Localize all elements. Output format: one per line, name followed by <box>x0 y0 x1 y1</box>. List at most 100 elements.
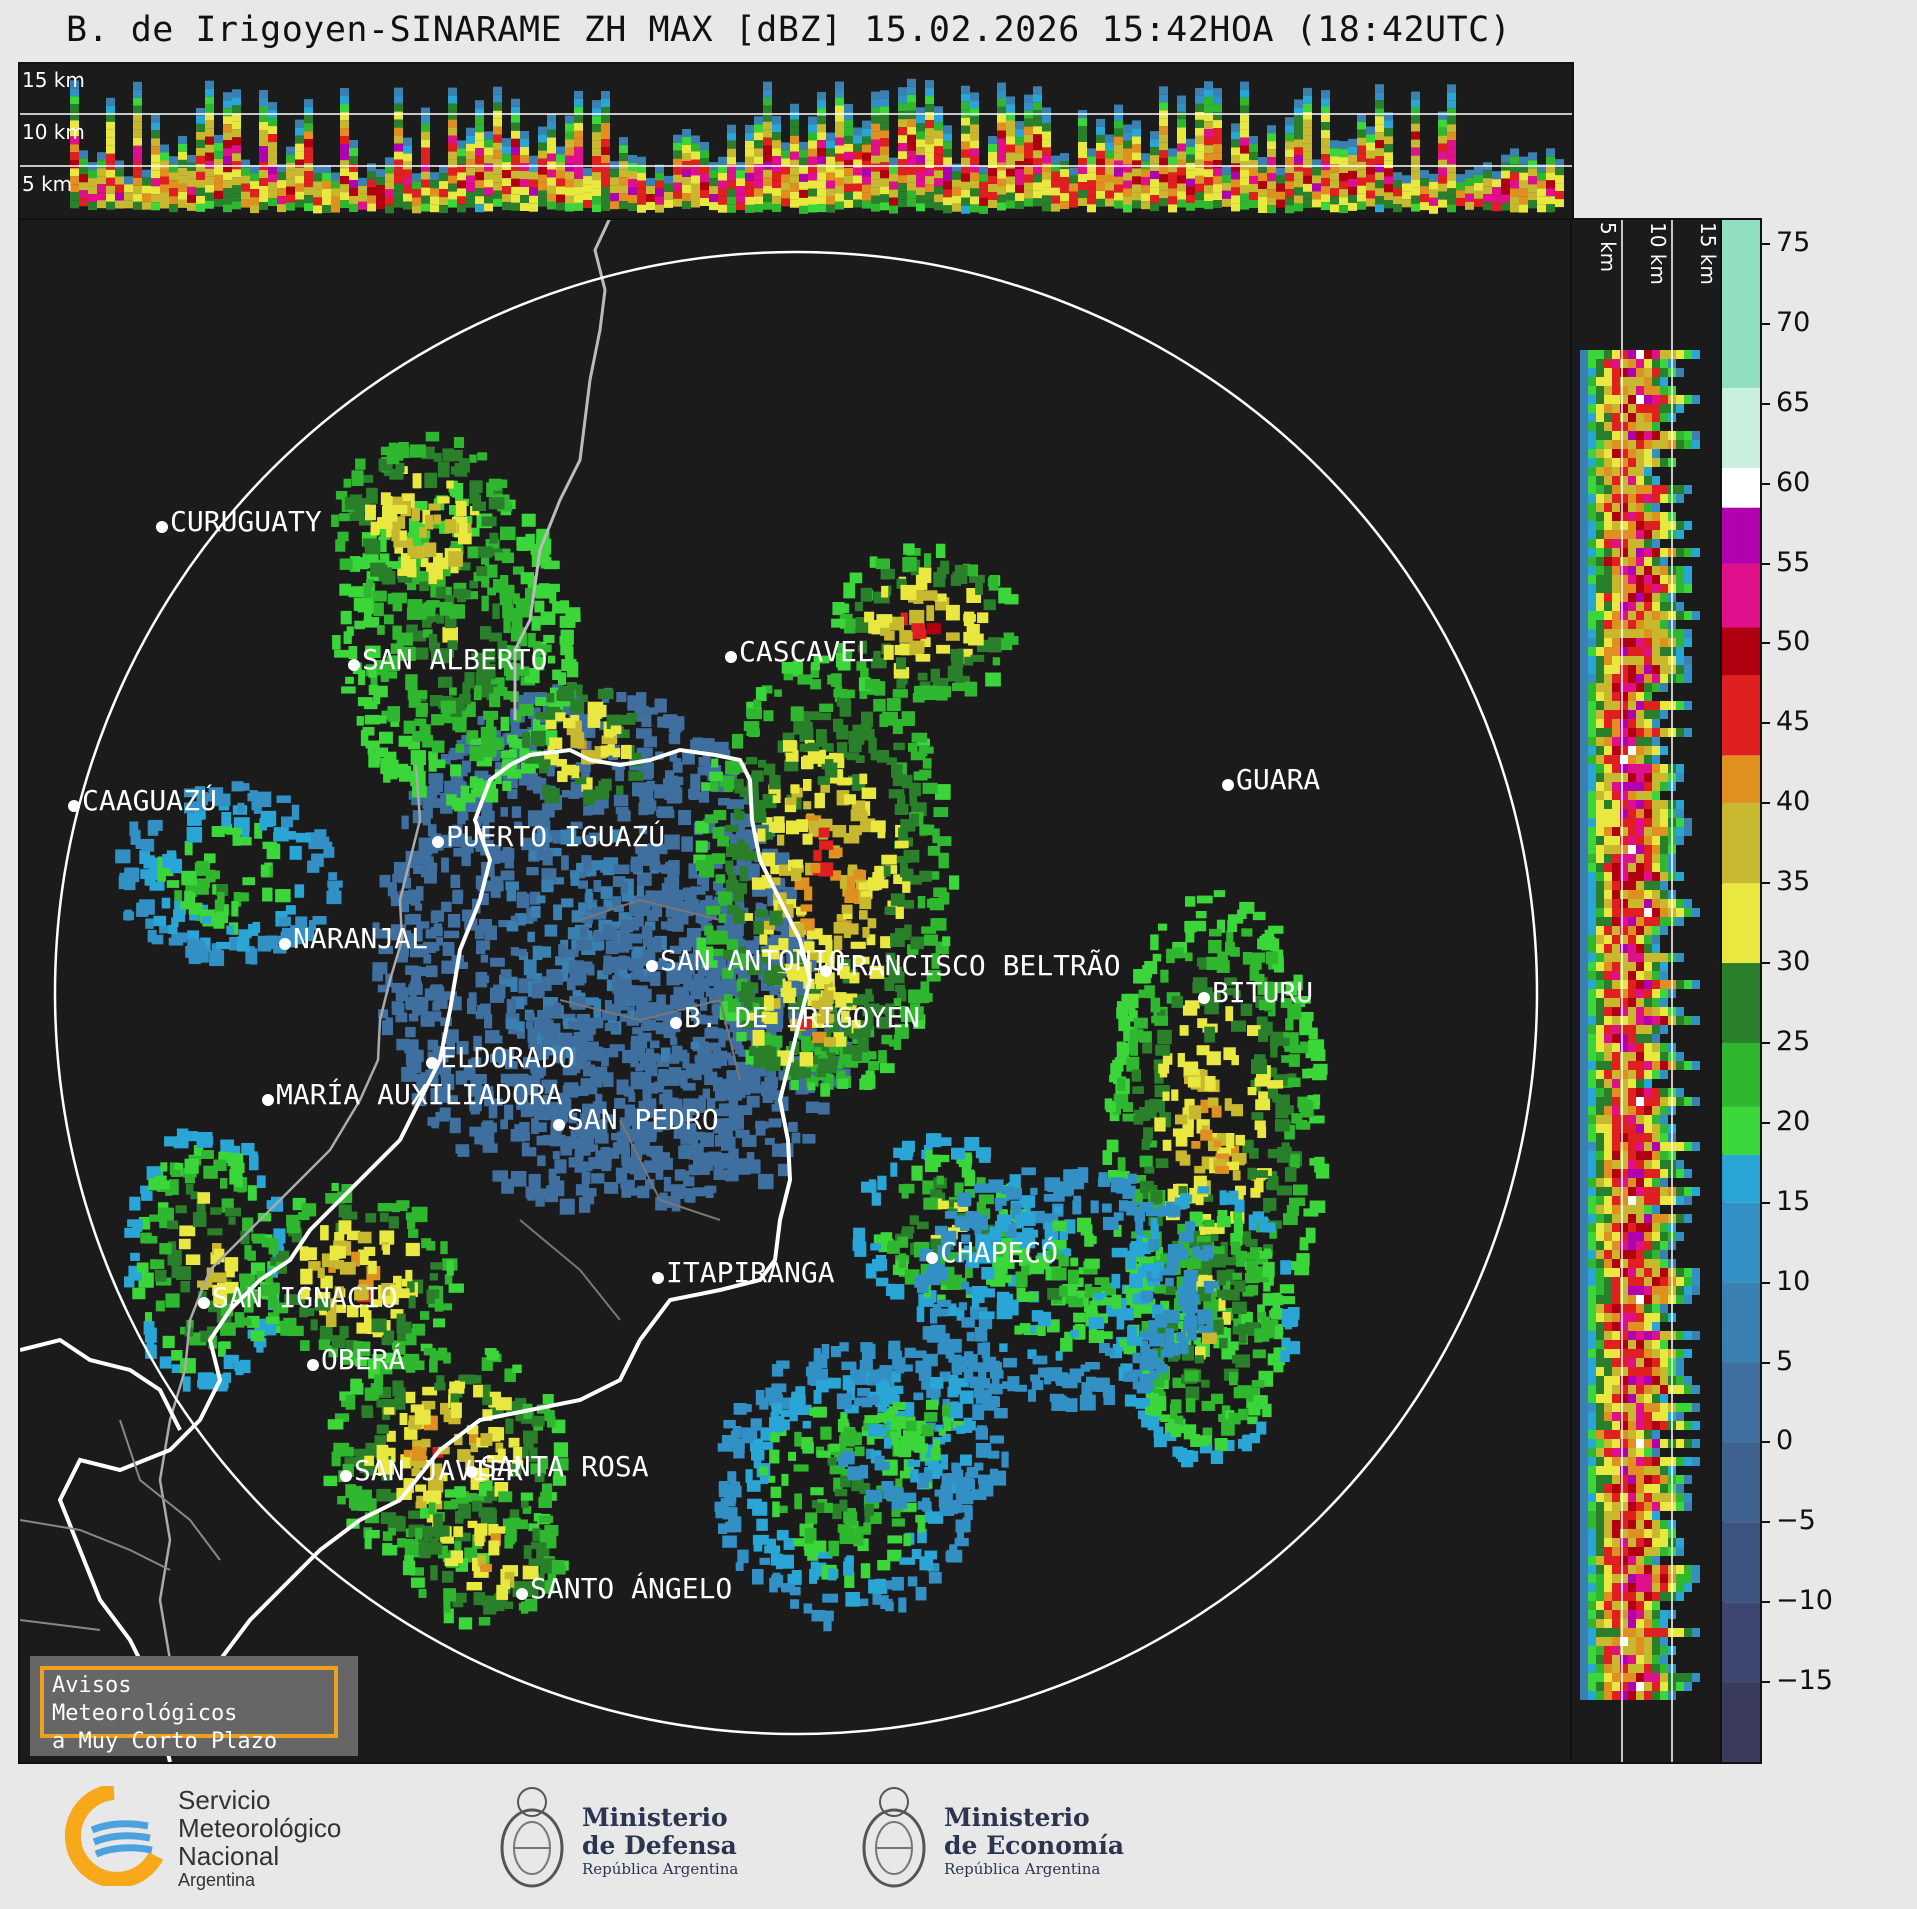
top-profile-cell <box>1267 133 1276 142</box>
top-profile-cell <box>286 146 295 155</box>
top-profile-cell <box>916 147 925 156</box>
top-profile-cell <box>1141 153 1150 162</box>
echo-cell <box>1292 1184 1308 1196</box>
top-profile-cell <box>178 159 187 168</box>
echo-cell <box>769 910 783 926</box>
top-profile-cell <box>385 205 394 214</box>
echo-cell <box>449 604 465 619</box>
top-profile-cell <box>196 195 205 204</box>
top-profile-cell <box>889 165 898 174</box>
top-profile-cell <box>1123 204 1132 213</box>
echo-cell <box>671 716 685 731</box>
radar-map[interactable]: CURUGUATY SAN ALBERTO CASCAVEL CAAGUAZÚ GUAR… <box>18 218 1574 1764</box>
top-profile-cell <box>619 145 628 154</box>
echo-cell <box>500 716 510 732</box>
top-profile-cell <box>691 191 700 200</box>
top-profile-cell <box>727 124 736 133</box>
top-profile-cell <box>970 132 979 141</box>
echo-cell <box>1113 1224 1122 1237</box>
echo-cell <box>430 912 439 924</box>
top-profile-cell <box>1033 174 1042 183</box>
echo-cell <box>521 513 536 527</box>
echo-cell <box>755 1121 769 1129</box>
top-profile-cell <box>1114 160 1123 169</box>
echo-cell <box>383 614 394 625</box>
echo-cell <box>386 561 403 570</box>
top-profile-cell <box>700 142 709 150</box>
top-profile-cell <box>448 159 457 168</box>
echo-cell <box>1283 1213 1298 1226</box>
echo-cell <box>1175 1114 1188 1125</box>
top-profile-cell <box>925 80 934 89</box>
echo-cell <box>882 615 893 624</box>
echo-cell <box>497 501 513 512</box>
top-profile-cell <box>1339 149 1348 158</box>
top-profile-cell <box>484 163 493 172</box>
echo-cell <box>841 993 858 1004</box>
echo-cell <box>612 930 624 946</box>
top-profile-cell <box>772 180 781 189</box>
echo-cell <box>470 1076 482 1093</box>
top-profile-cell <box>727 196 736 205</box>
top-profile-cell <box>1411 139 1420 148</box>
top-profile-cell <box>853 191 862 200</box>
echo-cell <box>638 1032 652 1042</box>
echo-cell <box>431 1118 439 1129</box>
top-profile-cell <box>961 181 970 190</box>
top-profile-cell <box>466 175 475 184</box>
echo-cell <box>933 918 942 931</box>
echo-cell <box>364 714 381 725</box>
echo-cell <box>527 931 535 943</box>
echo-cell <box>865 1051 877 1060</box>
top-profile-cell <box>349 204 358 212</box>
echo-cell <box>461 735 469 745</box>
echo-cell <box>662 1089 673 1105</box>
echo-cell <box>748 1085 764 1094</box>
echo-cell <box>544 924 558 937</box>
echo-cell <box>805 1101 819 1114</box>
echo-cell <box>659 1192 668 1200</box>
top-profile-cell <box>502 178 511 187</box>
echo-cell <box>391 526 401 542</box>
top-profile-cell <box>466 151 475 160</box>
top-profile-cell <box>1303 95 1312 104</box>
top-profile-cell <box>313 165 322 174</box>
top-profile-cell <box>1159 134 1168 143</box>
top-profile-cell <box>1213 168 1222 177</box>
echo-cell <box>1204 1026 1216 1043</box>
top-profile-cell <box>1267 205 1276 214</box>
echo-cell <box>773 900 782 916</box>
echo-cell <box>964 681 978 697</box>
echo-cell <box>752 1002 760 1015</box>
echo-cell <box>1113 1093 1129 1109</box>
echo-cell <box>922 782 938 794</box>
echo-cell <box>637 872 652 886</box>
top-profile-cell <box>1132 152 1141 161</box>
echo-cell <box>833 688 848 698</box>
top-profile-cell <box>790 183 799 192</box>
top-profile-cell <box>655 180 664 189</box>
top-profile-cell <box>385 181 394 190</box>
echo-cell <box>432 1089 443 1105</box>
echo-cell <box>627 695 637 711</box>
echo-cell <box>469 776 478 789</box>
echo-cell <box>790 1061 807 1072</box>
top-profile-cell <box>133 201 142 210</box>
top-profile-cell <box>169 156 178 165</box>
echo-cell <box>931 953 940 969</box>
top-profile-cell <box>151 138 160 147</box>
top-profile-cell <box>232 113 241 122</box>
echo-cell <box>1177 1053 1185 1068</box>
echo-cell <box>1102 1150 1113 1165</box>
echo-cell <box>617 810 631 822</box>
echo-cell <box>784 798 797 813</box>
top-profile-cell <box>781 158 790 167</box>
echo-cell <box>655 1022 666 1035</box>
top-profile-cell <box>484 187 493 196</box>
echo-cell <box>798 973 808 982</box>
echo-cell <box>1195 911 1207 919</box>
echo-cell <box>494 769 502 785</box>
top-profile-cell <box>70 192 79 201</box>
echo-cell <box>467 546 480 559</box>
top-profile-cell <box>565 147 574 156</box>
